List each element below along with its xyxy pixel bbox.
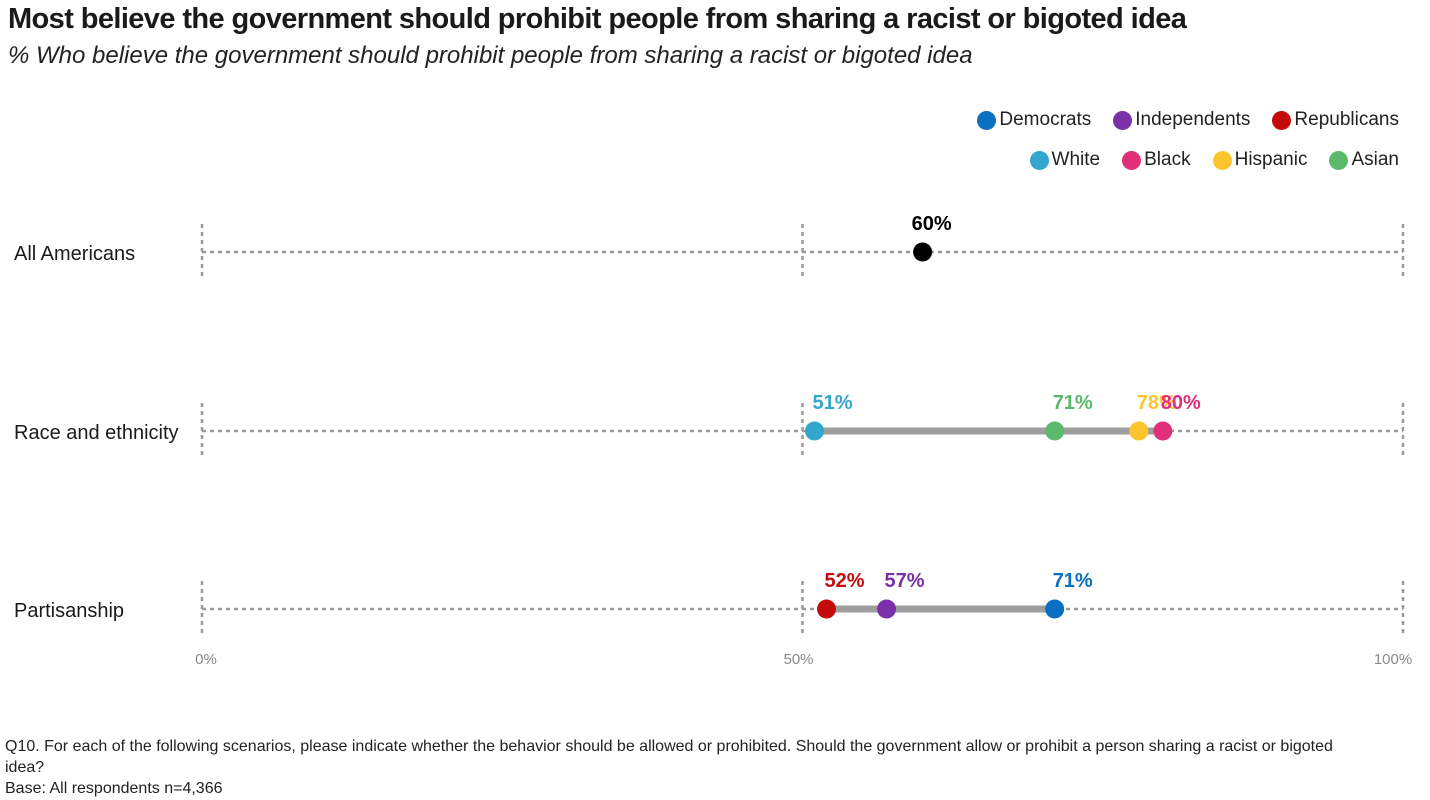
footnote-question: Q10. For each of the following scenarios… bbox=[5, 738, 1333, 776]
chart-subtitle: % Who believe the government should proh… bbox=[8, 42, 973, 69]
value-label-independents-row-2: 57% bbox=[885, 570, 925, 592]
legend-swatch-black bbox=[1122, 150, 1142, 170]
legend-row-party: Democrats Independents Republicans bbox=[977, 109, 1399, 131]
dot-plot-chart: All Americans 60% Race and ethnicity 51% 71%… bbox=[14, 213, 1412, 668]
legend-item-democrats: Democrats bbox=[977, 109, 1091, 131]
value-label-republicans-row-2: 52% bbox=[825, 570, 865, 592]
x-tick-label-1: 50% bbox=[783, 651, 813, 668]
footnote: Q10. For each of the following scenarios… bbox=[5, 736, 1345, 799]
legend-item-black: Black bbox=[1122, 149, 1191, 171]
value-label-white-row-1: 51% bbox=[812, 392, 852, 414]
legend-item-republicans: Republicans bbox=[1272, 109, 1399, 131]
dot-asian-row-1 bbox=[1045, 421, 1065, 441]
row-label-0: All Americans bbox=[14, 243, 135, 265]
legend-item-white: White bbox=[1029, 149, 1101, 171]
legend-swatch-independents bbox=[1113, 110, 1133, 130]
legend-swatch-hispanic bbox=[1212, 150, 1232, 170]
legend-label-independents: Independents bbox=[1135, 109, 1251, 130]
dot-republicans-row-2 bbox=[817, 599, 837, 619]
dot-democrats-row-2 bbox=[1045, 599, 1065, 619]
legend-label-democrats: Democrats bbox=[999, 109, 1092, 130]
dot-hispanic-row-1 bbox=[1129, 421, 1149, 441]
x-tick-label-0: 0% bbox=[195, 651, 217, 668]
legend-label-hispanic: Hispanic bbox=[1234, 149, 1308, 170]
value-label-asian-row-1: 71% bbox=[1053, 392, 1093, 414]
value-label-all-americans-row-0: 60% bbox=[912, 213, 952, 235]
legend-label-asian: Asian bbox=[1351, 149, 1399, 170]
x-tick-label-2: 100% bbox=[1374, 651, 1412, 668]
row-label-1: Race and ethnicity bbox=[14, 422, 179, 444]
legend-swatch-republicans bbox=[1272, 110, 1292, 130]
value-label-democrats-row-2: 71% bbox=[1053, 570, 1093, 592]
legend-swatch-democrats bbox=[977, 110, 997, 130]
dot-black-row-1 bbox=[1153, 421, 1173, 441]
dot-all-americans-row-0 bbox=[913, 242, 933, 262]
dot-white-row-1 bbox=[805, 421, 825, 441]
legend-label-republicans: Republicans bbox=[1294, 109, 1399, 130]
chart-title: Most believe the government should prohi… bbox=[8, 3, 1187, 35]
legend-label-white: White bbox=[1051, 149, 1101, 170]
legend-item-hispanic: Hispanic bbox=[1212, 149, 1308, 171]
value-label-black-row-1: 80% bbox=[1161, 392, 1201, 414]
value-label-hispanic-row-1: 78% bbox=[1137, 392, 1177, 414]
legend-label-black: Black bbox=[1144, 149, 1191, 170]
dot-independents-row-2 bbox=[877, 599, 897, 619]
legend-swatch-white bbox=[1029, 150, 1049, 170]
legend-row-race: White Black Hispanic Asian bbox=[1029, 149, 1399, 171]
legend-swatch-asian bbox=[1329, 150, 1349, 170]
row-label-2: Partisanship bbox=[14, 600, 124, 622]
footnote-base: Base: All respondents n=4,366 bbox=[5, 780, 223, 797]
legend-item-independents: Independents bbox=[1113, 109, 1250, 131]
legend-item-asian: Asian bbox=[1329, 149, 1399, 171]
